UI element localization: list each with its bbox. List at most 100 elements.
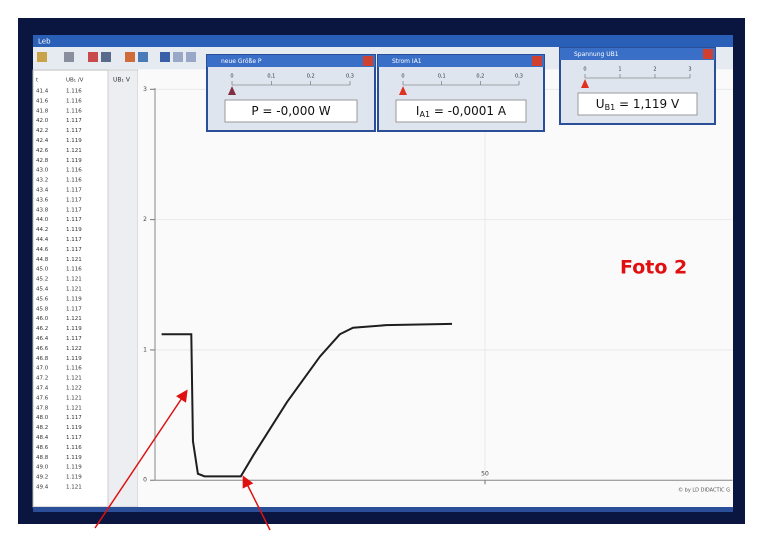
plot-area xyxy=(138,70,733,507)
y-tick-label: 0 xyxy=(143,477,147,484)
table-cell: 42.6 xyxy=(36,148,49,154)
table-cell: 1.119 xyxy=(66,296,82,302)
table-cell: 41.8 xyxy=(36,108,49,114)
table-cell: 1.117 xyxy=(66,207,82,213)
table-header: UB₁ /V xyxy=(66,78,84,84)
table-cell: 1.117 xyxy=(66,118,82,124)
axis-panel xyxy=(108,70,138,507)
table-cell: 1.116 xyxy=(66,98,82,104)
table-cell: 41.6 xyxy=(36,98,49,104)
table-cell: 1.121 xyxy=(66,395,82,401)
table-cell: 1.116 xyxy=(66,178,82,184)
table-cell: 44.6 xyxy=(36,247,49,253)
table-cell: 47.6 xyxy=(36,395,49,401)
table-cell: 49.2 xyxy=(36,475,48,481)
table-cell: 45.2 xyxy=(36,277,48,283)
meter-scale-label: 0,2 xyxy=(476,74,484,80)
table-cell: 1.117 xyxy=(66,237,82,243)
table-cell: 1.116 xyxy=(66,267,82,273)
icon[interactable] xyxy=(173,52,183,62)
table-cell: 44.8 xyxy=(36,257,49,263)
table-cell: 1.119 xyxy=(66,475,82,481)
icon[interactable] xyxy=(160,52,170,62)
table-cell: 1.116 xyxy=(66,108,82,114)
table-cell: 1.119 xyxy=(66,465,82,471)
table-cell: 44.4 xyxy=(36,237,49,243)
table-cell: 45.0 xyxy=(36,267,49,273)
close-button[interactable] xyxy=(363,56,373,66)
table-cell: 42.8 xyxy=(36,158,49,164)
meter-scale-label: 0,3 xyxy=(515,74,523,80)
table-cell: 42.4 xyxy=(36,138,49,144)
table-cell: 1.121 xyxy=(66,148,82,154)
table-cell: 44.2 xyxy=(36,227,48,233)
table-cell: 43.0 xyxy=(36,168,49,174)
table-cell: 43.6 xyxy=(36,197,49,203)
table-cell: 43.8 xyxy=(36,207,49,213)
close-button[interactable] xyxy=(532,56,542,66)
icon[interactable] xyxy=(138,52,148,62)
meter-title: Strom IA1 xyxy=(392,58,422,65)
table-cell: 1.117 xyxy=(66,188,82,194)
table-cell: 47.4 xyxy=(36,386,49,392)
meter-scale-label: 0,1 xyxy=(267,74,275,80)
table-cell: 1.119 xyxy=(66,326,82,332)
table-cell: 1.117 xyxy=(66,197,82,203)
icon[interactable] xyxy=(101,52,111,62)
icon[interactable] xyxy=(186,52,196,62)
meter-reading: IA1 = -0,0001 A xyxy=(416,104,507,119)
table-cell: 43.4 xyxy=(36,188,49,194)
reading-value: = 1,119 V xyxy=(615,97,680,111)
table-cell: 48.6 xyxy=(36,445,49,451)
reading-value: = -0,0001 A xyxy=(430,104,507,118)
table-cell: 1.121 xyxy=(66,257,82,263)
table-cell: 1.121 xyxy=(66,316,82,322)
table-cell: 1.119 xyxy=(66,138,82,144)
meter-scale-label: 0,1 xyxy=(438,74,446,80)
table-cell: 1.119 xyxy=(66,425,82,431)
table-cell: 1.119 xyxy=(66,356,82,362)
icon[interactable] xyxy=(64,52,74,62)
icon[interactable] xyxy=(125,52,135,62)
icon[interactable] xyxy=(88,52,98,62)
reading-subscript: B1 xyxy=(605,103,616,112)
table-cell: 1.116 xyxy=(66,366,82,372)
table-cell: 1.117 xyxy=(66,128,82,134)
y-tick-label: 2 xyxy=(143,216,147,223)
meter-title: neue Größe P xyxy=(221,58,262,65)
table-cell: 47.2 xyxy=(36,376,48,382)
icon[interactable] xyxy=(37,52,47,62)
table-cell: 1.119 xyxy=(66,455,82,461)
axis-label: UB₁ V xyxy=(113,77,131,84)
reading-value: = -0,000 W xyxy=(259,104,331,118)
table-cell: 1.121 xyxy=(66,376,82,382)
meter-scale-label: 0 xyxy=(230,74,233,80)
table-cell: 46.4 xyxy=(36,336,49,342)
table-cell: 1.117 xyxy=(66,336,82,342)
table-cell: 1.116 xyxy=(66,168,82,174)
meter-scale-label: 0 xyxy=(583,67,586,73)
reading-symbol: P xyxy=(251,104,258,118)
table-cell: 41.4 xyxy=(36,89,49,95)
table-cell: 1.116 xyxy=(66,89,82,95)
meter-scale-label: 2 xyxy=(653,67,656,73)
table-cell: 42.2 xyxy=(36,128,48,134)
table-cell: 46.0 xyxy=(36,316,49,322)
table-cell: 49.4 xyxy=(36,485,49,491)
table-cell: 1.117 xyxy=(66,247,82,253)
taskbar xyxy=(33,507,733,512)
meter-title: Spannung UB1 xyxy=(574,51,619,58)
meter-scale-label: 1 xyxy=(618,67,621,73)
close-button[interactable] xyxy=(703,49,713,59)
table-cell: 42.0 xyxy=(36,118,49,124)
table-cell: 1.122 xyxy=(66,386,82,392)
table-cell: 46.6 xyxy=(36,346,49,352)
reading-symbol: U xyxy=(596,97,605,111)
meter-scale-label: 0,3 xyxy=(346,74,354,80)
meter-scale-label: 0 xyxy=(401,74,404,80)
meter-scale-label: 0,2 xyxy=(307,74,315,80)
table-cell: 1.116 xyxy=(66,445,82,451)
reading-subscript: A1 xyxy=(419,110,430,119)
table-cell: 1.119 xyxy=(66,227,82,233)
table-cell: 45.8 xyxy=(36,306,49,312)
